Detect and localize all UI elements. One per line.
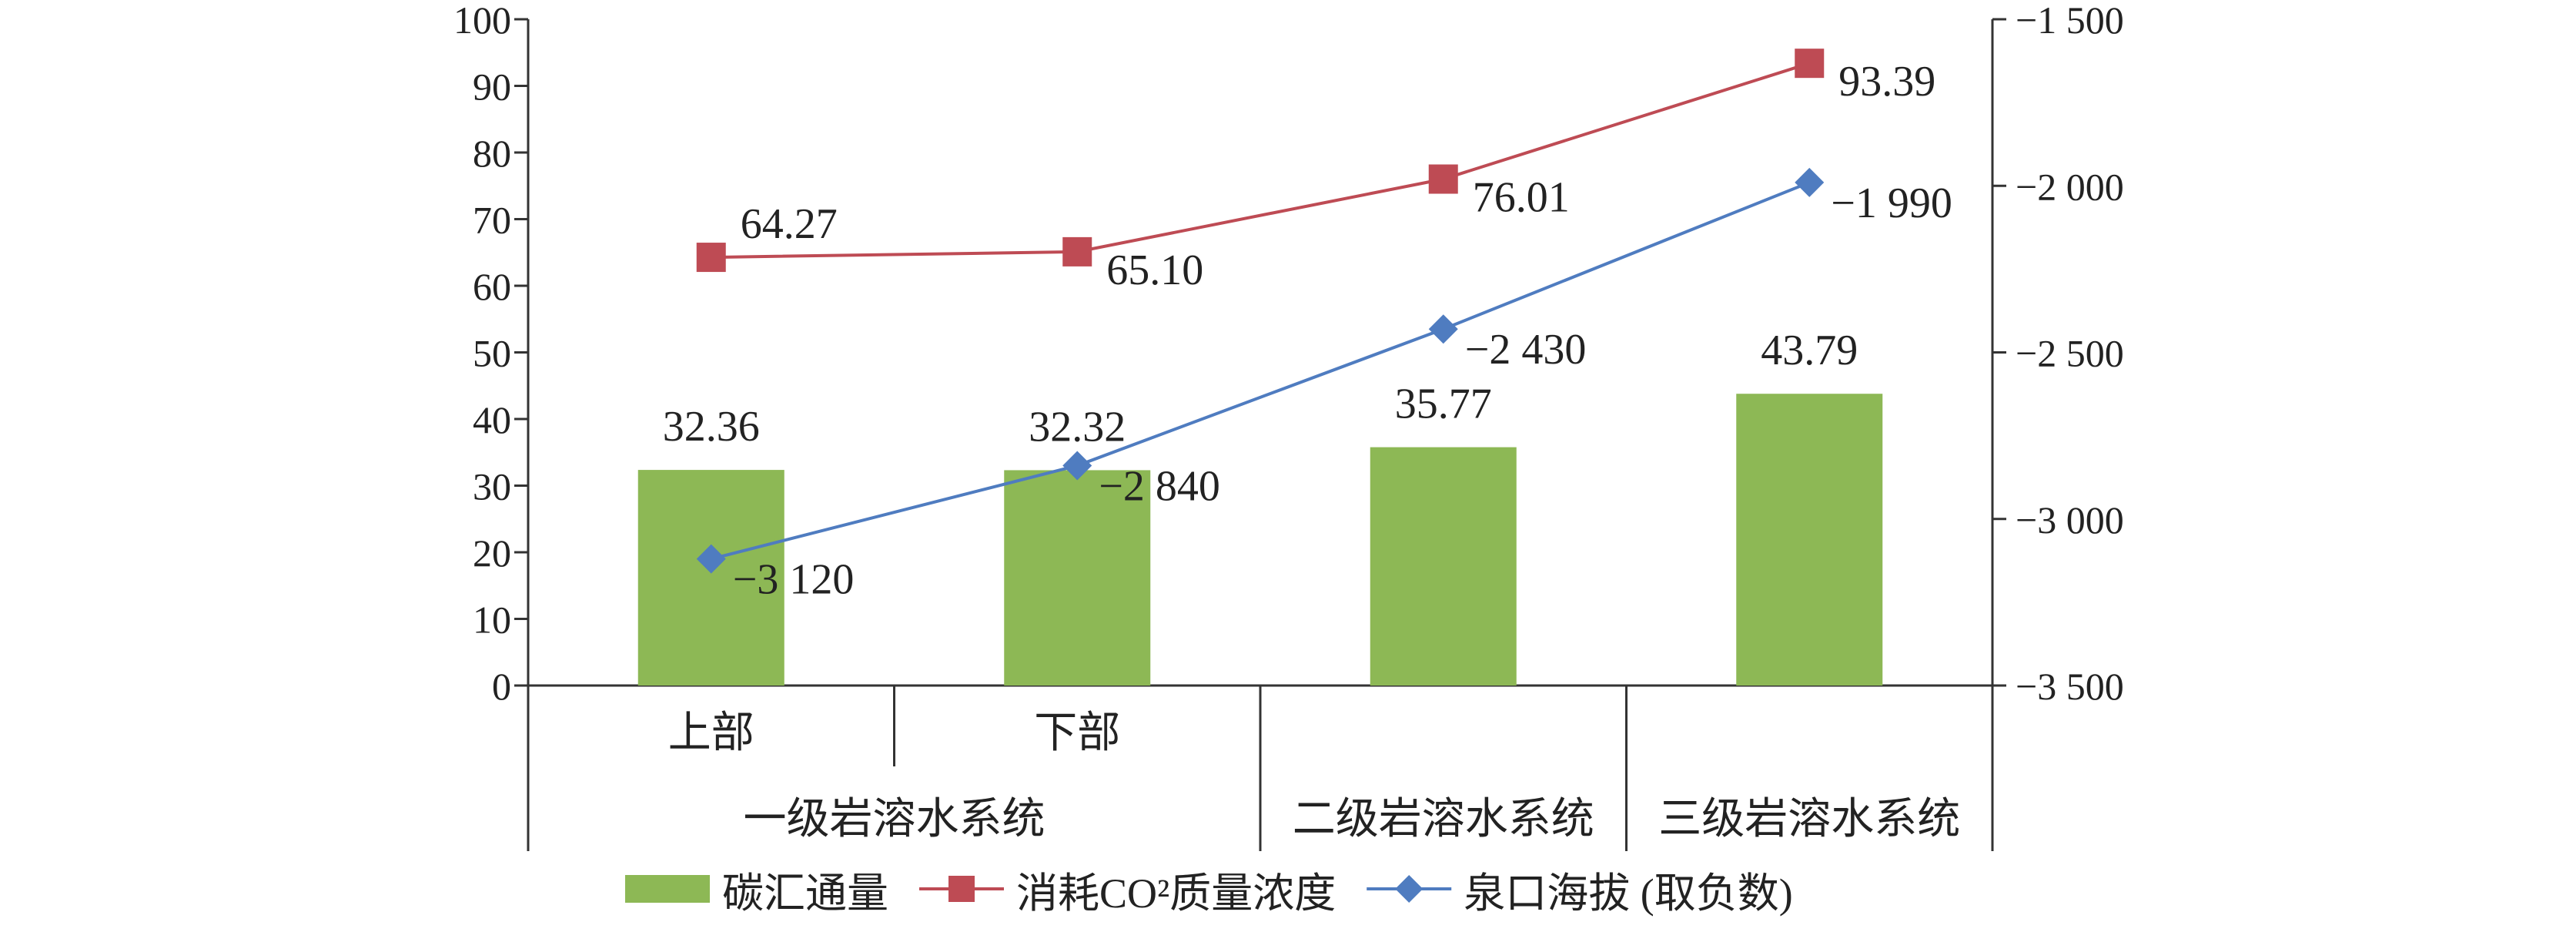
left-axis-tick-label: 50 xyxy=(473,332,511,375)
data-labels: 32.36 32.32 35.77 43.79 64.27 65.10 76.01 93.39… xyxy=(663,58,1952,603)
bar xyxy=(1736,394,1883,686)
line-data-label: 65.10 xyxy=(1106,246,1203,294)
bar-data-label: 35.77 xyxy=(1395,381,1492,428)
category-group-label: 三级岩溶水系统 xyxy=(1658,796,1960,843)
series-line xyxy=(711,181,1810,561)
right-axis-tick-label: −1 500 xyxy=(2016,0,2124,42)
axes: 0 10 20 30 40 50 60 70 80 90 100 −3 500 −3 000 −2 500… xyxy=(453,0,2124,851)
legend: 碳汇通量 消耗CO²质量浓度 泉口海拔 (取负数) xyxy=(625,870,1793,917)
left-axis-tick-label: 10 xyxy=(473,598,511,642)
bar-series xyxy=(637,394,1883,686)
legend-swatch-bar xyxy=(625,875,710,903)
category-label: 下部 xyxy=(1034,709,1120,757)
bar xyxy=(1370,447,1517,686)
bar-data-label: 43.79 xyxy=(1761,327,1858,374)
diamond-marker xyxy=(696,544,726,574)
square-marker xyxy=(1795,49,1825,79)
left-axis-tick-label: 30 xyxy=(473,465,511,508)
square-marker xyxy=(1428,164,1458,194)
left-axis-tick-label: 80 xyxy=(473,132,511,175)
left-axis-tick-label: 100 xyxy=(453,0,511,42)
right-axis-tick-label: −2 500 xyxy=(2016,332,2124,375)
right-axis-tick-label: −3 500 xyxy=(2016,665,2124,708)
line-series xyxy=(696,49,1825,574)
legend-diamond-marker xyxy=(1395,875,1423,903)
right-axis-tick-label: −2 000 xyxy=(2016,165,2124,208)
legend-square-marker xyxy=(948,876,975,902)
diamond-marker xyxy=(1062,451,1092,481)
legend-label: 碳汇通量 xyxy=(722,870,888,917)
series-line xyxy=(711,62,1810,260)
bar-data-label: 32.32 xyxy=(1029,403,1126,451)
left-axis-tick-label: 0 xyxy=(492,665,511,708)
left-axis-tick-label: 40 xyxy=(473,398,511,441)
left-axis-tick-label: 20 xyxy=(473,531,511,575)
line-data-label: −2 430 xyxy=(1465,326,1587,374)
diamond-marker xyxy=(1428,314,1458,344)
category-label: 上部 xyxy=(668,709,754,757)
left-axis-tick-label: 60 xyxy=(473,265,511,308)
left-axis-tick-label: 70 xyxy=(473,199,511,242)
bar xyxy=(1004,470,1151,686)
line-data-label: 64.27 xyxy=(741,200,838,248)
legend-label: 泉口海拔 (取负数) xyxy=(1464,870,1792,917)
line-data-label: −1 990 xyxy=(1831,179,1952,227)
diamond-marker xyxy=(1795,167,1825,197)
category-group-label: 二级岩溶水系统 xyxy=(1293,796,1594,843)
square-marker xyxy=(696,243,726,273)
left-axis-tick-label: 90 xyxy=(473,65,511,109)
line-data-label: −3 120 xyxy=(733,556,855,604)
right-axis-tick-label: −3 000 xyxy=(2016,498,2124,541)
square-marker xyxy=(1062,236,1092,267)
line-data-label: 76.01 xyxy=(1473,174,1570,222)
line-data-label: 93.39 xyxy=(1838,58,1935,106)
bar-data-label: 32.36 xyxy=(663,403,760,451)
bar xyxy=(637,470,785,686)
legend-label: 消耗CO²质量浓度 xyxy=(1016,870,1336,917)
category-group-label: 一级岩溶水系统 xyxy=(744,796,1045,843)
line-data-label: −2 840 xyxy=(1099,463,1220,511)
